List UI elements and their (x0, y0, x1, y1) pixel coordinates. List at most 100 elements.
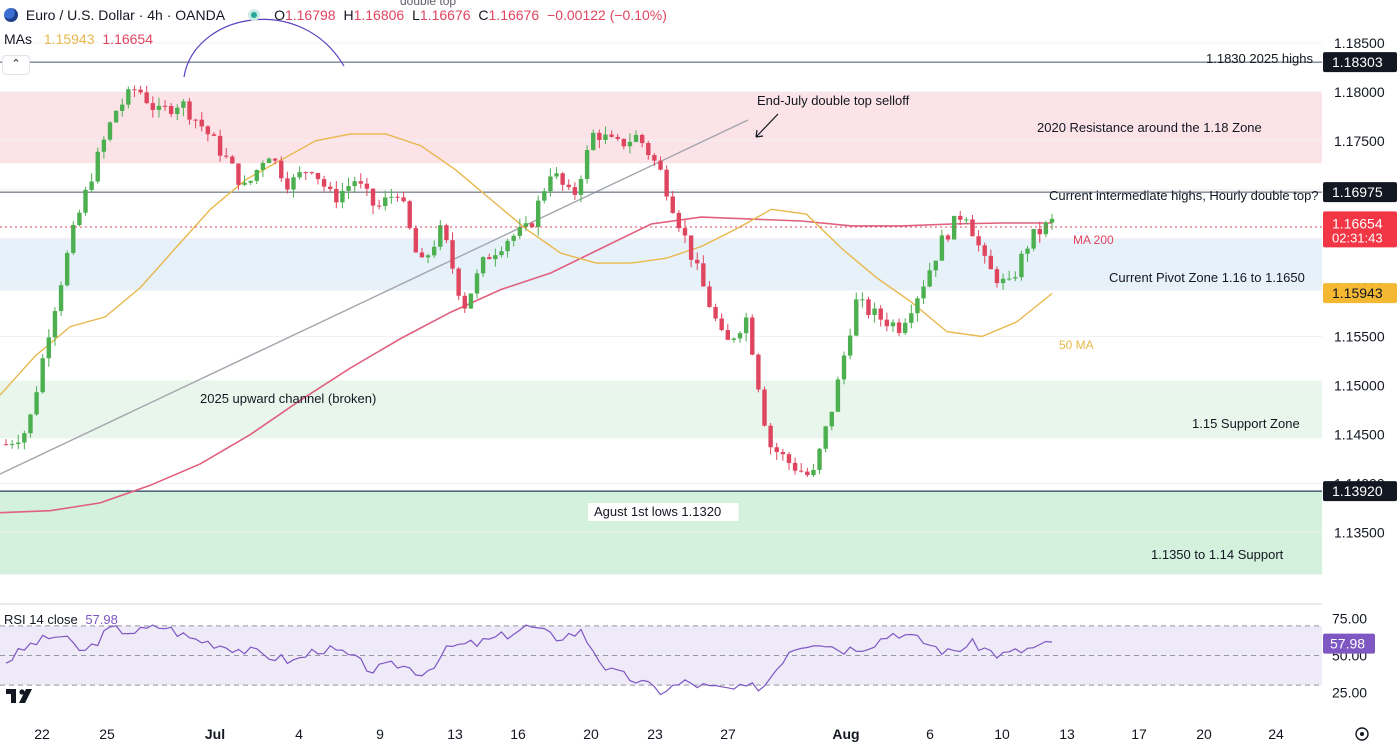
ohlc-high-value: 1.16806 (353, 7, 405, 23)
price-label-bg (1323, 182, 1397, 203)
candle-body (890, 322, 896, 327)
candle-body (217, 135, 223, 156)
header-row: Euro / U.S. Dollar · 4h · OANDA O1.16798… (4, 7, 667, 23)
x-tick-label: 20 (583, 726, 599, 742)
price-labels: 1.183031.169751.1667602:31:431.166541.15… (1323, 52, 1397, 502)
candle-body (970, 219, 975, 237)
double-top-arc (183, 18, 345, 78)
candle-body (860, 299, 865, 301)
candle-body (46, 337, 52, 359)
candle-body (511, 235, 516, 241)
candle-body (535, 200, 541, 228)
rsi-label[interactable]: RSI 14 close (4, 612, 78, 627)
candle-body (523, 223, 529, 227)
candle-body (743, 317, 749, 334)
candle-body (327, 186, 333, 189)
rsi-price-label-bg (1323, 633, 1375, 654)
upward-channel-line (0, 119, 749, 475)
price-label: 1.16654 (1332, 216, 1383, 232)
candle-body (376, 205, 382, 207)
top-note: double top (400, 0, 457, 8)
y-tick-label: 1.15000 (1334, 377, 1385, 393)
candle-body (462, 295, 467, 309)
candle-body (77, 212, 82, 226)
rsi-tick-label: 75.00 (1332, 610, 1367, 626)
mas-label[interactable]: MAs (4, 31, 32, 47)
x-tick-label: 23 (647, 726, 663, 742)
candle-body (113, 110, 119, 123)
candle-body (566, 184, 571, 188)
candle-body (431, 246, 437, 256)
price-label: 1.13920 (1332, 483, 1383, 499)
candle-body (132, 89, 137, 91)
candle-body (89, 181, 94, 190)
candle-body (370, 188, 376, 206)
symbol-flag-icon (4, 8, 18, 22)
candle-body (688, 235, 694, 260)
candle-body (982, 245, 987, 256)
x-tick-label: 13 (1059, 726, 1075, 742)
price-label: 1.16975 (1332, 184, 1383, 200)
candle-body (517, 226, 523, 236)
candle-body (230, 156, 235, 164)
candle-body (896, 322, 902, 333)
annotation-ma50: 50 MA (1059, 338, 1094, 352)
candle-body (994, 269, 1000, 284)
candle-body (340, 190, 345, 203)
candle-body (58, 285, 64, 312)
chevron-up-icon: ⌃ (11, 58, 21, 70)
candle-body (1031, 228, 1036, 249)
candle-body (444, 225, 449, 241)
x-tick-label: 24 (1268, 726, 1284, 742)
candle-body (823, 426, 828, 449)
y-tick-label: 1.15500 (1334, 329, 1385, 345)
price-label-bg (1323, 52, 1397, 73)
candle-body (713, 307, 718, 319)
candle-body (16, 442, 21, 445)
candle-body (101, 139, 107, 152)
candle-body (841, 355, 847, 380)
x-tick-label: 4 (295, 726, 303, 742)
rsi-line (5, 624, 1053, 696)
candle-body (487, 257, 492, 260)
x-tick-label: 6 (926, 726, 934, 742)
hline-label-bg (588, 503, 739, 521)
hline-label: Current intermediate highs, Hourly doubl… (1049, 188, 1319, 203)
x-tick-label: 16 (510, 726, 526, 742)
candle-body (168, 105, 174, 115)
candle-body (505, 240, 510, 252)
ohlc-open-value: 1.16798 (284, 7, 336, 23)
rsi-levels (0, 625, 1322, 686)
annotation-channel: 2025 upward channel (broken) (200, 391, 376, 406)
candle-body (756, 354, 761, 390)
candle-body (529, 223, 535, 228)
candle-body (193, 119, 198, 121)
candle-body (1006, 278, 1012, 280)
candle-body (358, 181, 363, 184)
x-tick-label: 10 (994, 726, 1010, 742)
tradingview-logo[interactable] (6, 689, 32, 703)
candle-body (658, 160, 663, 170)
candle-body (554, 173, 559, 177)
candle-body (811, 469, 816, 476)
x-tick-label: 13 (447, 726, 463, 742)
candle-body (1000, 278, 1006, 284)
y-tick-label: 1.13500 (1334, 524, 1385, 540)
candle-body (780, 452, 786, 455)
candle-body (468, 293, 474, 309)
candle-body (285, 178, 290, 190)
annotation-selloff: End-July double top selloff (757, 93, 910, 108)
zone-label-deep: 1.1350 to 1.14 Support (1151, 547, 1284, 562)
time-axis[interactable]: 22 25 Jul 4 9 13 16 20 23 27 Aug 6 10 13 17 20 24 (34, 726, 1284, 742)
candle-body (321, 179, 327, 187)
candle-body (413, 228, 419, 253)
candle-body (401, 197, 406, 202)
settings-gear-icon[interactable] (1355, 727, 1369, 741)
candle-body (138, 89, 143, 93)
candle-body (584, 150, 590, 179)
collapse-toggle-button[interactable]: ⌃ (2, 55, 30, 75)
symbol-title[interactable]: Euro / U.S. Dollar · 4h · OANDA (25, 7, 225, 23)
candle-body (187, 101, 192, 120)
